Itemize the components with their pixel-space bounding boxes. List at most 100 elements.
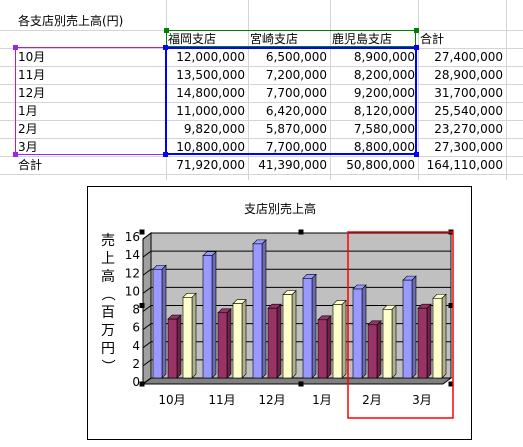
bar [352, 288, 363, 379]
cell-feb-kagoshima[interactable]: 7,580,000 [353, 122, 415, 136]
cell-total-miyazaki[interactable]: 41,390,000 [258, 158, 327, 172]
cell-jan-total[interactable]: 25,540,000 [434, 104, 503, 118]
bar [332, 304, 343, 379]
cell-total-kagoshima[interactable]: 50,800,000 [346, 158, 415, 172]
cell-dec-fukuoka[interactable]: 14,800,000 [176, 86, 245, 100]
data-range-handle[interactable] [414, 45, 419, 50]
bar-side [241, 298, 247, 379]
plot-floor [141, 377, 453, 385]
row-label-mar[interactable]: 3月 [18, 140, 38, 154]
row-label-jan[interactable]: 1月 [18, 104, 38, 118]
bar-side [261, 239, 267, 379]
x-tick-label: 3月 [412, 393, 432, 407]
bar [167, 318, 178, 379]
header-fukuoka[interactable]: 福岡支店 [168, 32, 217, 46]
category-range-handle[interactable] [13, 152, 18, 157]
gridline-depth [142, 359, 152, 367]
x-axis-ticks: 10月 11月 12月 1月 2月 3月 [158, 393, 431, 407]
y-axis-label-char: 売 [101, 233, 115, 249]
data-range-handle[interactable] [414, 152, 419, 157]
cell-jan-miyazaki[interactable]: 6,420,000 [265, 104, 327, 118]
row-label-dec[interactable]: 12月 [18, 86, 46, 100]
bar [252, 243, 263, 379]
selection-handle [139, 229, 145, 235]
y-axis-ticks: 0 2 4 6 8 10 12 14 16 [125, 230, 140, 389]
bar-side [226, 308, 232, 379]
bar-side [391, 304, 397, 379]
cell-oct-kagoshima[interactable]: 8,900,000 [353, 50, 415, 64]
y-axis-label-char: 上 [101, 251, 115, 267]
highlight-frame [347, 231, 454, 419]
y-tick-label: 14 [125, 248, 140, 262]
y-axis-label-char: 万 [101, 323, 115, 339]
y-tick-label: 10 [125, 284, 140, 298]
sheet-title-cell[interactable]: 各支店別売上高(円) [18, 14, 124, 28]
data-range-outline [165, 47, 417, 155]
series-range-handle[interactable] [414, 28, 419, 33]
cell-mar-total[interactable]: 27,300,000 [434, 140, 503, 154]
selection-handle [298, 381, 304, 387]
header-miyazaki[interactable]: 宮崎支店 [250, 32, 299, 46]
row-label-oct[interactable]: 10月 [18, 50, 46, 64]
data-range-handle[interactable] [163, 152, 168, 157]
bar [202, 255, 213, 379]
selection-handle [298, 229, 304, 235]
bar-side [191, 292, 197, 379]
row-label-nov[interactable]: 11月 [18, 68, 46, 82]
cell-mar-miyazaki[interactable]: 7,700,000 [265, 140, 327, 154]
row-label-feb[interactable]: 2月 [18, 122, 38, 136]
bar [232, 303, 243, 379]
cell-feb-fukuoka[interactable]: 9,820,000 [183, 122, 245, 136]
selection-handle [448, 303, 454, 308]
cell-oct-fukuoka[interactable]: 12,000,000 [176, 50, 245, 64]
header-kagoshima[interactable]: 鹿児島支店 [332, 32, 393, 46]
cell-jan-kagoshima[interactable]: 8,120,000 [353, 104, 415, 118]
cell-oct-miyazaki[interactable]: 6,500,000 [265, 50, 327, 64]
series-range-handle[interactable] [164, 28, 169, 33]
series-range-outline [166, 30, 416, 47]
cell-feb-total[interactable]: 23,270,000 [434, 122, 503, 136]
cell-dec-total[interactable]: 31,700,000 [434, 86, 503, 100]
data-range-handle[interactable] [163, 45, 168, 50]
header-total[interactable]: 合計 [420, 32, 445, 46]
bar-side [176, 314, 182, 379]
bar [317, 319, 328, 379]
cell-nov-miyazaki[interactable]: 7,200,000 [265, 68, 327, 82]
y-tick-label: 6 [132, 321, 140, 335]
bar-side [311, 273, 317, 379]
cell-mar-fukuoka[interactable]: 10,800,000 [176, 140, 245, 154]
cell-dec-miyazaki[interactable]: 7,700,000 [265, 86, 327, 100]
x-tick-label: 11月 [208, 393, 235, 407]
bar-side [276, 303, 282, 379]
cell-nov-fukuoka[interactable]: 13,500,000 [176, 68, 245, 82]
y-axis-label-char: 高 [101, 268, 115, 285]
selection-handle [139, 381, 145, 387]
cell-total-grand[interactable]: 164,110,000 [426, 158, 503, 172]
y-axis-label-char: 百 [101, 305, 115, 321]
bar [217, 312, 228, 379]
cell-dec-kagoshima[interactable]: 9,200,000 [353, 86, 415, 100]
selection-handle [448, 381, 454, 387]
gridline-depth [142, 305, 152, 312]
cell-oct-total[interactable]: 27,400,000 [434, 50, 503, 64]
cell-jan-fukuoka[interactable]: 11,000,000 [176, 104, 245, 118]
y-axis-label-char: ） [99, 359, 115, 373]
cell-nov-kagoshima[interactable]: 8,200,000 [353, 68, 415, 82]
gridline-depth [142, 323, 152, 331]
bar-side [326, 315, 332, 379]
row-label-total[interactable]: 合計 [18, 158, 43, 172]
cell-mar-kagoshima[interactable]: 8,800,000 [353, 140, 415, 154]
cell-feb-miyazaki[interactable]: 5,870,000 [265, 122, 327, 136]
bar [402, 279, 413, 379]
cell-total-fukuoka[interactable]: 71,920,000 [176, 158, 245, 172]
bar-side [426, 303, 432, 379]
embedded-chart[interactable]: 支店別売上高 売上高（百万円） 0 2 4 6 8 10 12 14 16 10月 11月 12月 1… [87, 186, 472, 440]
category-range-handle[interactable] [13, 45, 18, 50]
bar-side [361, 284, 367, 379]
cell-nov-total[interactable]: 28,900,000 [434, 68, 503, 82]
category-range-outline [15, 47, 166, 155]
x-tick-label: 12月 [258, 393, 285, 407]
y-axis-label-char: （ [99, 287, 115, 301]
bar-side [161, 264, 167, 379]
